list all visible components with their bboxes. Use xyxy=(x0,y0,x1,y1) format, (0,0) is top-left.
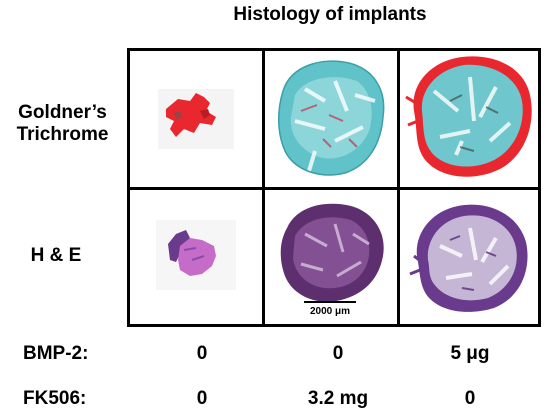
histology-image-trichrome-control xyxy=(130,51,262,187)
bmp2-value-col3: 5 μg xyxy=(450,343,490,364)
fk506-value-col2: 3.2 mg xyxy=(307,388,369,409)
row-label-line1: Goldner’s xyxy=(18,102,107,123)
scale-bar-label: 2000 μm xyxy=(309,306,351,317)
fk506-label: FK506: xyxy=(23,388,87,409)
bmp2-value-col1: 0 xyxy=(196,343,208,364)
row-label-goldners-trichrome: Goldner’s Trichrome xyxy=(0,102,125,146)
histology-image-he-fk506 xyxy=(265,190,397,324)
row-label-line1: H & E xyxy=(30,245,82,266)
bmp2-label: BMP-2: xyxy=(23,343,89,364)
histology-image-trichrome-fk506 xyxy=(265,51,397,187)
figure-title: Histology of implants xyxy=(233,4,427,25)
bmp2-value-col2: 0 xyxy=(332,343,344,364)
histology-image-he-control xyxy=(130,190,262,324)
row-label-line2: Trichrome xyxy=(16,124,109,145)
histology-image-trichrome-bmp2 xyxy=(400,51,538,187)
histology-image-he-bmp2 xyxy=(400,190,538,324)
row-label-h-and-e: H & E xyxy=(0,245,112,267)
fk506-value-col1: 0 xyxy=(196,388,208,409)
scale-bar xyxy=(304,301,356,303)
fk506-value-col3: 0 xyxy=(464,388,476,409)
grid-divider xyxy=(127,187,541,190)
